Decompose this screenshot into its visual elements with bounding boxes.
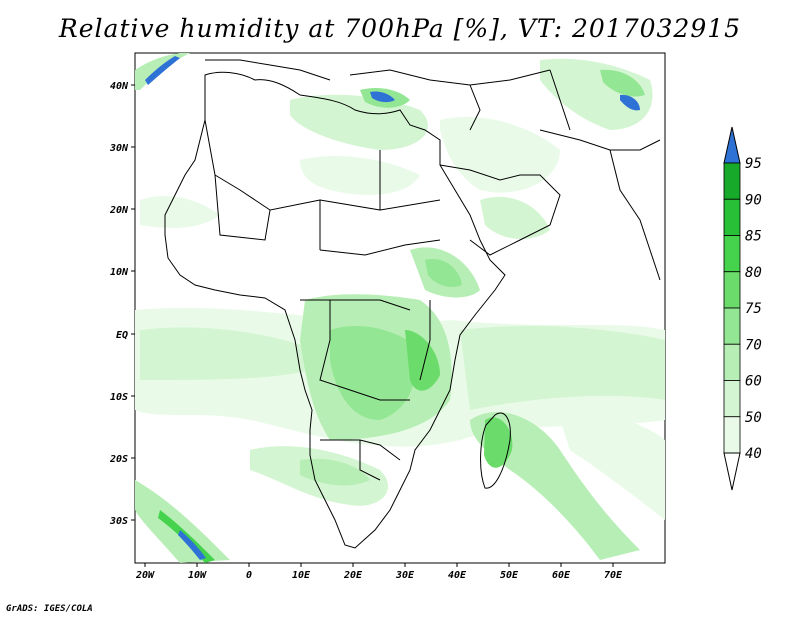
colorbar-over-arrow bbox=[723, 126, 741, 164]
lon-tick-label: 20E bbox=[343, 570, 363, 581]
lon-tick-label: 50E bbox=[500, 570, 519, 581]
colorbar-level-label: 80 bbox=[745, 265, 762, 281]
colorbar-swatch bbox=[723, 416, 741, 454]
colorbar-level-label: 85 bbox=[745, 229, 762, 245]
lat-tick-label: 10S bbox=[110, 392, 128, 403]
colorbar-swatch bbox=[723, 380, 741, 418]
lon-tick-label: 30E bbox=[395, 570, 415, 581]
colorbar-level-label: 90 bbox=[745, 192, 762, 208]
colorbar-swatch bbox=[723, 162, 741, 200]
coastline bbox=[164, 59, 661, 549]
colorbar-level-label: 50 bbox=[745, 410, 762, 426]
lon-tick-label: 40E bbox=[448, 570, 467, 581]
humidity-field bbox=[135, 53, 665, 563]
lon-tick-label: 0 bbox=[246, 570, 252, 581]
colorbar-swatch bbox=[723, 307, 741, 345]
lon-tick-label: 20W bbox=[135, 570, 155, 581]
lat-tick-label: 10N bbox=[110, 267, 129, 278]
colorbar-swatch bbox=[723, 198, 741, 236]
lon-tick-label: 10E bbox=[292, 570, 311, 581]
lat-tick-label: 40N bbox=[110, 81, 129, 92]
lat-tick-label: EQ bbox=[116, 330, 128, 341]
colorbar-swatch bbox=[723, 271, 741, 309]
lon-tick-label: 70E bbox=[604, 570, 623, 581]
colorbar-level-label: 60 bbox=[745, 374, 762, 390]
map-title: Relative humidity at 700hPa [%], VT: 201… bbox=[58, 14, 742, 43]
colorbar-level-label: 95 bbox=[745, 156, 762, 172]
lat-tick-label: 20N bbox=[109, 205, 129, 216]
colorbar-level-label: 75 bbox=[745, 301, 762, 317]
latitude-ticks: 40N 30N 20N 10N EQ 10S 20S 30S bbox=[109, 81, 135, 527]
colorbar-swatch bbox=[723, 343, 741, 381]
lon-tick-label: 60E bbox=[552, 570, 571, 581]
lon-tick-label: 10W bbox=[188, 570, 207, 581]
colorbar: 95 90 85 80 75 70 60 50 40 bbox=[723, 126, 762, 491]
colorbar-level-label: 70 bbox=[745, 337, 762, 353]
lat-tick-label: 30S bbox=[109, 516, 128, 527]
longitude-ticks: 20W 10W 0 10E 20E 30E 40E 50E 60E 70E bbox=[135, 563, 623, 581]
colorbar-swatch bbox=[723, 235, 741, 273]
lat-tick-label: 30N bbox=[109, 143, 129, 154]
grads-credit: GrADS: IGES/COLA bbox=[6, 604, 93, 614]
colorbar-level-label: 40 bbox=[745, 446, 762, 462]
lat-tick-label: 20S bbox=[109, 454, 128, 465]
colorbar-under-arrow bbox=[723, 452, 741, 491]
